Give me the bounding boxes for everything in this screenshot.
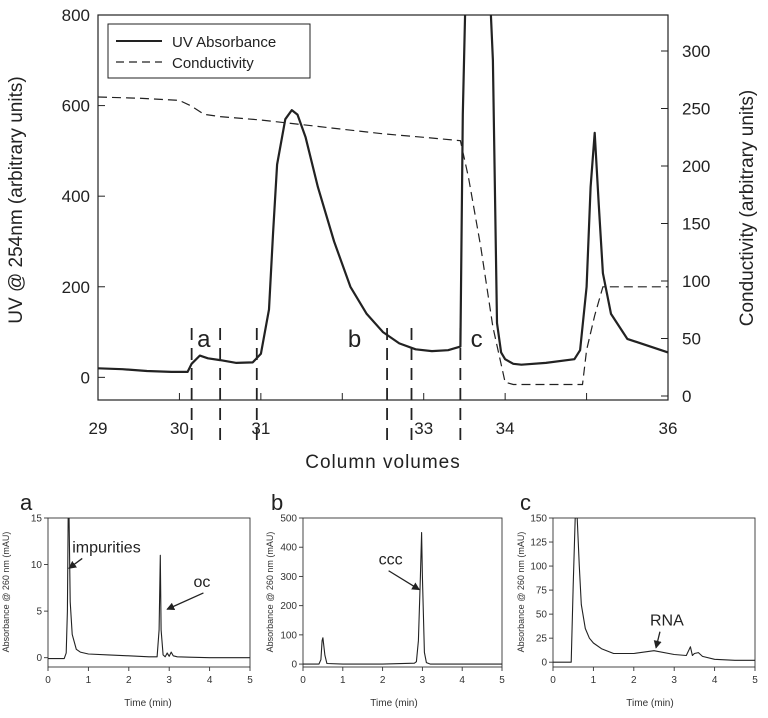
panel-b-y-axis-label: Absorbance @ 260 nm (mAU) [265,532,275,653]
uv-absorbance-series-line [98,15,668,373]
annotation-ccc: ccc [379,552,403,569]
panel-y-tick-label: 25 [536,634,548,645]
panel-y-tick-label: 100 [530,562,547,573]
main-x-tick-label: 34 [496,419,515,438]
main-x-tick-label: 30 [170,419,189,438]
annotation-arrow [166,592,204,611]
annotation-arrow [653,631,662,649]
panel-x-tick-label: 3 [166,675,172,686]
main-y2-axis-ticks: 0 50 100 150 200 250 300 [661,42,710,406]
panel-x-tick-label: 3 [671,675,677,686]
legend-label-conductivity: Conductivity [172,55,254,72]
main-y-axis-ticks: 0 200 400 600 800 [62,6,105,387]
panel-y-tick-label: 50 [536,610,548,621]
panel-y-tick-label: 0 [36,653,42,664]
main-y2-tick-label: 100 [682,272,710,291]
panel-y-tick-label: 0 [291,660,297,671]
annotation-rna: RNA [650,613,684,630]
annotation-arrow [68,557,83,569]
legend-label-uv: UV Absorbance [172,34,276,51]
panel-series-line [303,532,502,665]
panel-x-tick-label: 0 [550,675,556,686]
panel-plot-frame [302,517,503,668]
main-y-tick-label: 800 [62,6,90,25]
region-label-c: c [471,326,483,353]
main-x-axis-ticks: 29 30 31 33 34 36 [89,393,678,438]
panel-y-tick-label: 10 [31,560,43,571]
panel-b-x-axis-label: Time (min) [370,698,417,709]
panel-x-tick-label: 4 [459,675,465,686]
main-y-tick-label: 0 [81,368,90,387]
panel-x-tick-label: 5 [499,675,505,686]
panel-series-line [553,518,755,663]
panel-y-tick-label: 150 [530,514,547,525]
panel-y-tick-label: 5 [36,607,42,618]
region-label-b: b [348,326,361,353]
panel-y-tick-label: 75 [536,586,548,597]
panel-y-tick-label: 200 [280,601,297,612]
panel-b-label: b [271,490,283,515]
main-y2-axis-label: Conductivity (arbitrary units) [737,90,758,327]
panel-a-y-axis-label: Absorbance @ 260 nm (mAU) [1,532,11,653]
panel-x-tick-label: 2 [126,675,132,686]
panel-x-tick-label: 1 [86,675,92,686]
panel-x-tick-label: 5 [247,675,253,686]
main-y2-tick-label: 0 [682,387,691,406]
panel-a-label: a [20,490,33,515]
main-y-tick-label: 200 [62,278,90,297]
main-x-tick-label: 36 [659,419,678,438]
panel-y-tick-label: 15 [31,514,43,525]
main-chart: 0 200 400 600 800 0 50 100 150 200 250 300 29 30 31 3… [6,6,758,473]
panel-x-tick-label: 3 [420,675,426,686]
panel-x-tick-label: 1 [591,675,597,686]
main-y2-tick-label: 50 [682,330,701,349]
legend: UV Absorbance Conductivity [107,23,311,79]
panel-y-tick-label: 125 [530,538,547,549]
main-x-tick-label: 33 [414,419,433,438]
panel-x-tick-label: 0 [45,675,51,686]
panel-x-tick-label: 2 [631,675,637,686]
panel-x-tick-label: 4 [207,675,213,686]
panel-c-y-axis-label: Absorbance @ 260 nm (mAU) [516,532,526,653]
panel-x-tick-label: 4 [712,675,718,686]
region-label-a: a [197,326,211,353]
main-x-tick-label: 31 [251,419,270,438]
panel-c-label: c [520,490,531,515]
annotation-oc: oc [193,574,210,591]
main-y2-tick-label: 300 [682,42,710,61]
panel-plot-frame [47,517,251,668]
main-y2-tick-label: 200 [682,157,710,176]
annotation-impurities: impurities [72,539,140,556]
annotation-arrow [388,570,421,591]
main-y-axis-label: UV @ 254nm (arbitrary units) [6,76,27,323]
panel-c: c Absorbance @ 260 nm (mAU) Time (min) 0… [516,490,758,709]
panel-x-tick-label: 2 [380,675,386,686]
main-y2-tick-label: 250 [682,100,710,119]
panel-y-tick-label: 300 [280,572,297,583]
panel-x-tick-label: 0 [300,675,306,686]
panel-y-tick-label: 500 [280,514,297,525]
main-y-tick-label: 600 [62,97,90,116]
main-x-tick-label: 29 [89,419,108,438]
main-y-tick-label: 400 [62,187,90,206]
main-y2-tick-label: 150 [682,215,710,234]
panel-x-tick-label: 1 [340,675,346,686]
panel-x-tick-label: 5 [752,675,758,686]
panel-a-x-axis-label: Time (min) [124,698,171,709]
panel-plot-frame [552,517,756,668]
main-plot-frame [97,14,669,401]
main-series [98,15,668,386]
panel-a: a Absorbance @ 260 nm (mAU) Time (min) 0… [1,490,253,709]
panel-series-line [48,518,250,660]
panel-c-x-axis-label: Time (min) [626,698,673,709]
panel-y-tick-label: 0 [541,658,547,669]
conductivity-series-line [98,96,668,386]
region-labels: a b c [197,326,482,353]
main-x-axis-label: Column volumes [305,452,461,473]
panel-b: b Absorbance @ 260 nm (mAU) Time (min) 0… [265,490,505,709]
panel-y-tick-label: 100 [280,630,297,641]
panel-y-tick-label: 400 [280,543,297,554]
legend-box [107,23,311,79]
